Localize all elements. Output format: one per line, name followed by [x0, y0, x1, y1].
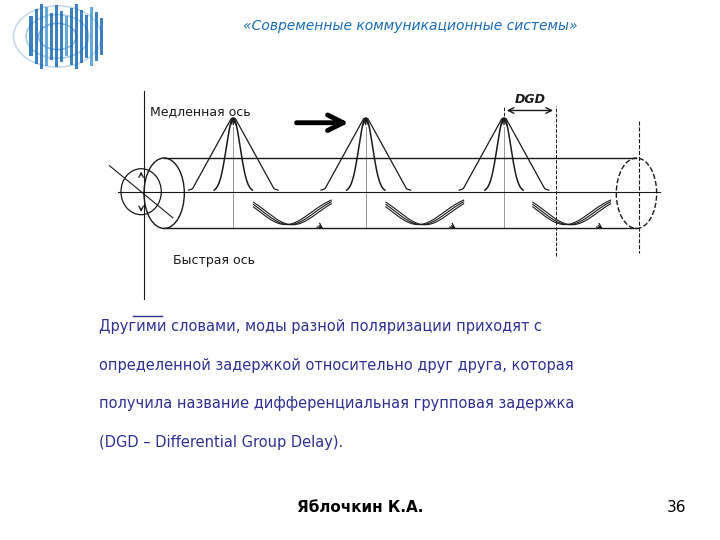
Text: «Современные коммуникационные системы»: «Современные коммуникационные системы» [243, 18, 577, 32]
Bar [60, 11, 63, 62]
Text: 36: 36 [667, 501, 687, 515]
Bar [75, 4, 78, 69]
Bar [94, 12, 99, 61]
Text: (DGD – Differential Group Delay).: (DGD – Differential Group Delay). [99, 435, 343, 450]
Text: определенной задержкой относительно друг друга, которая: определенной задержкой относительно друг… [99, 358, 574, 373]
Bar [45, 7, 48, 65]
Text: Быстрая ось: Быстрая ось [173, 254, 255, 267]
Text: Яблочкин К.А.: Яблочкин К.А. [297, 501, 423, 515]
Bar [50, 13, 53, 60]
Bar [35, 9, 38, 64]
Bar [99, 18, 103, 55]
Bar [40, 4, 43, 69]
Bar [55, 5, 58, 68]
Bar [80, 10, 84, 63]
Bar [65, 16, 68, 57]
Text: Другими словами, моды разной поляризации приходят с: Другими словами, моды разной поляризации… [99, 319, 542, 334]
Bar [70, 8, 73, 65]
Text: получила название дифференциальная групповая задержка: получила название дифференциальная групп… [99, 396, 575, 411]
Text: DGD: DGD [514, 93, 546, 106]
Bar [30, 16, 33, 57]
Bar [89, 6, 94, 66]
Text: Медленная ось: Медленная ось [150, 105, 251, 118]
Bar [85, 15, 89, 58]
